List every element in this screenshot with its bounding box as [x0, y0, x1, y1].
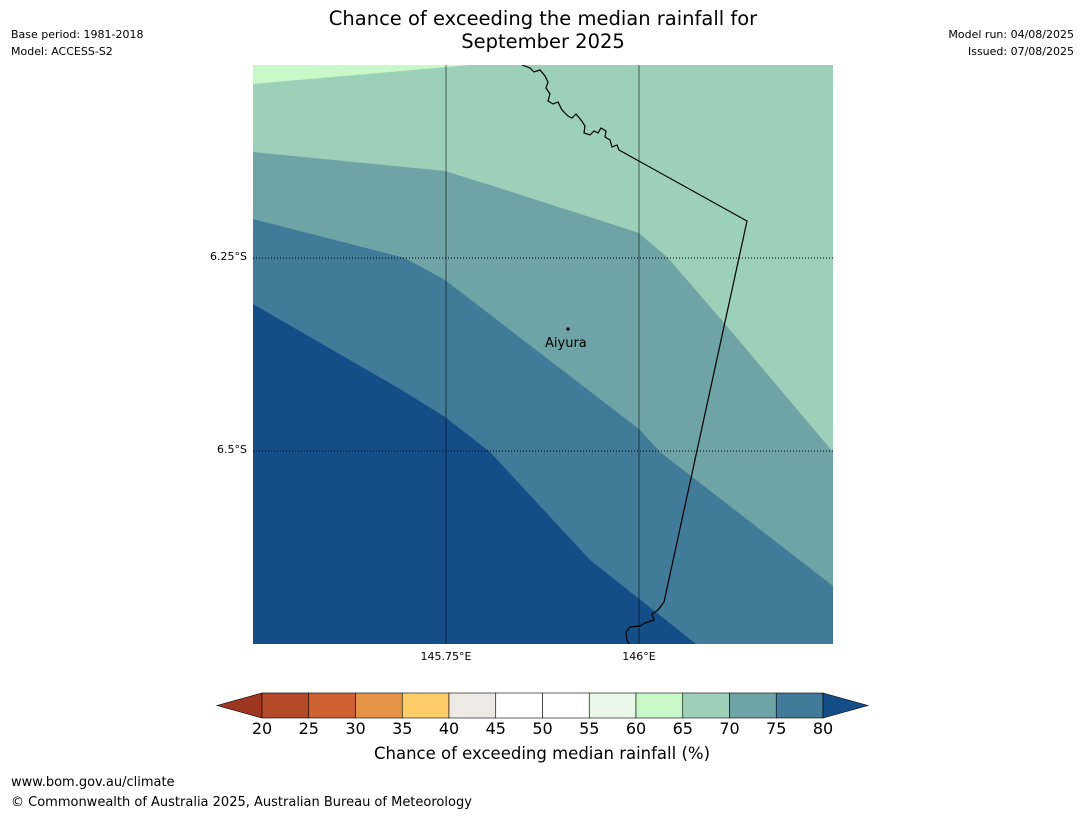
title-line-1: Chance of exceeding the median rainfall … — [328, 7, 758, 30]
aiyura-marker — [566, 327, 570, 331]
colorbar-extend-low — [215, 692, 263, 719]
colorbar-tick-label: 25 — [298, 719, 319, 738]
colorbar-segment — [448, 692, 497, 719]
colorbar-segment — [775, 692, 824, 719]
model-run: Model run: 04/08/2025 — [948, 28, 1074, 41]
colorbar-segment — [355, 692, 403, 719]
colorbar-segment — [308, 692, 356, 719]
colorbar-segment — [682, 692, 730, 719]
footer-copyright: © Commonwealth of Australia 2025, Austra… — [11, 795, 472, 810]
shade-80-plus — [253, 304, 696, 644]
colorbar-segment — [542, 692, 590, 719]
meta-left: Base period: 1981-2018 Model: ACCESS-S2 — [11, 26, 143, 60]
colorbar-segment — [401, 692, 450, 719]
colorbar-tick-label: 75 — [766, 719, 787, 738]
colorbar-tick-label: 50 — [532, 719, 553, 738]
colorbar-tick-label: 40 — [438, 719, 460, 738]
lat-label-6-5: 6.5°S — [217, 443, 247, 456]
colorbar-tick-label: 55 — [579, 719, 600, 738]
lat-label-6-25: 6.25°S — [210, 250, 247, 263]
colorbar-segment — [495, 692, 543, 719]
colorbar-segment — [588, 692, 637, 719]
colorbar-tick-label: 35 — [392, 719, 413, 738]
issued-date: Issued: 07/08/2025 — [967, 45, 1074, 58]
footer-url: www.bom.gov.au/climate — [11, 775, 175, 790]
colorbar-tick-label: 80 — [812, 719, 834, 738]
colorbar-tick-label: 20 — [251, 719, 273, 738]
colorbar-tick-label: 65 — [672, 719, 693, 738]
title-line-2: September 2025 — [461, 30, 625, 53]
lon-label-146: 146°E — [622, 650, 656, 663]
chart-title: Chance of exceeding the median rainfall … — [243, 7, 843, 53]
lon-label-145-75: 145.75°E — [420, 650, 472, 663]
colorbar-segment — [635, 692, 684, 719]
colorbar-segment — [729, 692, 777, 719]
colorbar-tick-label: 30 — [345, 719, 366, 738]
meta-right: Model run: 04/08/2025 Issued: 07/08/2025 — [948, 26, 1074, 60]
map-shading — [253, 65, 833, 644]
place-label-aiyura: Aiyura — [545, 336, 587, 351]
colorbar-segment — [261, 692, 310, 719]
model-name: Model: ACCESS-S2 — [11, 45, 113, 58]
shade-60-65 — [253, 65, 470, 84]
boundary-line — [521, 65, 748, 644]
colorbar-tick-label: 45 — [485, 719, 506, 738]
colorbar-extend-high — [822, 692, 870, 719]
colorbar-tick-label: 70 — [719, 719, 740, 738]
colorbar-label: Chance of exceeding median rainfall (%) — [373, 744, 711, 763]
colorbar-tick-label: 60 — [625, 719, 647, 738]
base-period: Base period: 1981-2018 — [11, 28, 144, 41]
